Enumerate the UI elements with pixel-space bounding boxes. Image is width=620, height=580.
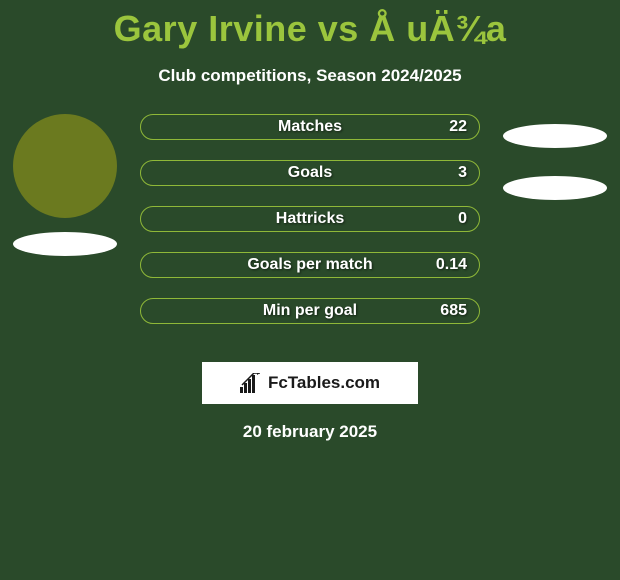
season-subtitle: Club competitions, Season 2024/2025 <box>0 66 620 86</box>
footer-date: 20 february 2025 <box>0 422 620 442</box>
player-left-column <box>10 114 120 256</box>
comparison-panel: Matches 22 Goals 3 Hattricks 0 Goals per… <box>0 114 620 354</box>
stat-label: Goals <box>288 164 332 182</box>
stat-value: 0 <box>458 210 467 228</box>
player-right-shadow-1 <box>503 124 607 148</box>
stat-label: Min per goal <box>263 302 357 320</box>
stat-value: 22 <box>449 118 467 136</box>
bar-chart-icon <box>240 373 262 393</box>
stat-value: 3 <box>458 164 467 182</box>
stat-bars: Matches 22 Goals 3 Hattricks 0 Goals per… <box>140 114 480 324</box>
player-left-avatar <box>13 114 117 218</box>
stat-label: Hattricks <box>276 210 344 228</box>
brand-box[interactable]: FcTables.com <box>202 362 418 404</box>
stat-label: Matches <box>278 118 342 136</box>
stat-label: Goals per match <box>247 256 372 274</box>
player-right-shadow-2 <box>503 176 607 200</box>
stat-bar-hattricks: Hattricks 0 <box>140 206 480 232</box>
stat-value: 685 <box>440 302 467 320</box>
stat-value: 0.14 <box>436 256 467 274</box>
stat-bar-goals-per-match: Goals per match 0.14 <box>140 252 480 278</box>
stat-bar-min-per-goal: Min per goal 685 <box>140 298 480 324</box>
player-right-column <box>500 114 610 200</box>
player-left-shadow <box>13 232 117 256</box>
stat-bar-matches: Matches 22 <box>140 114 480 140</box>
brand-text: FcTables.com <box>268 373 380 393</box>
stat-bar-goals: Goals 3 <box>140 160 480 186</box>
page-title: Gary Irvine vs Å uÄ¾a <box>0 0 620 50</box>
